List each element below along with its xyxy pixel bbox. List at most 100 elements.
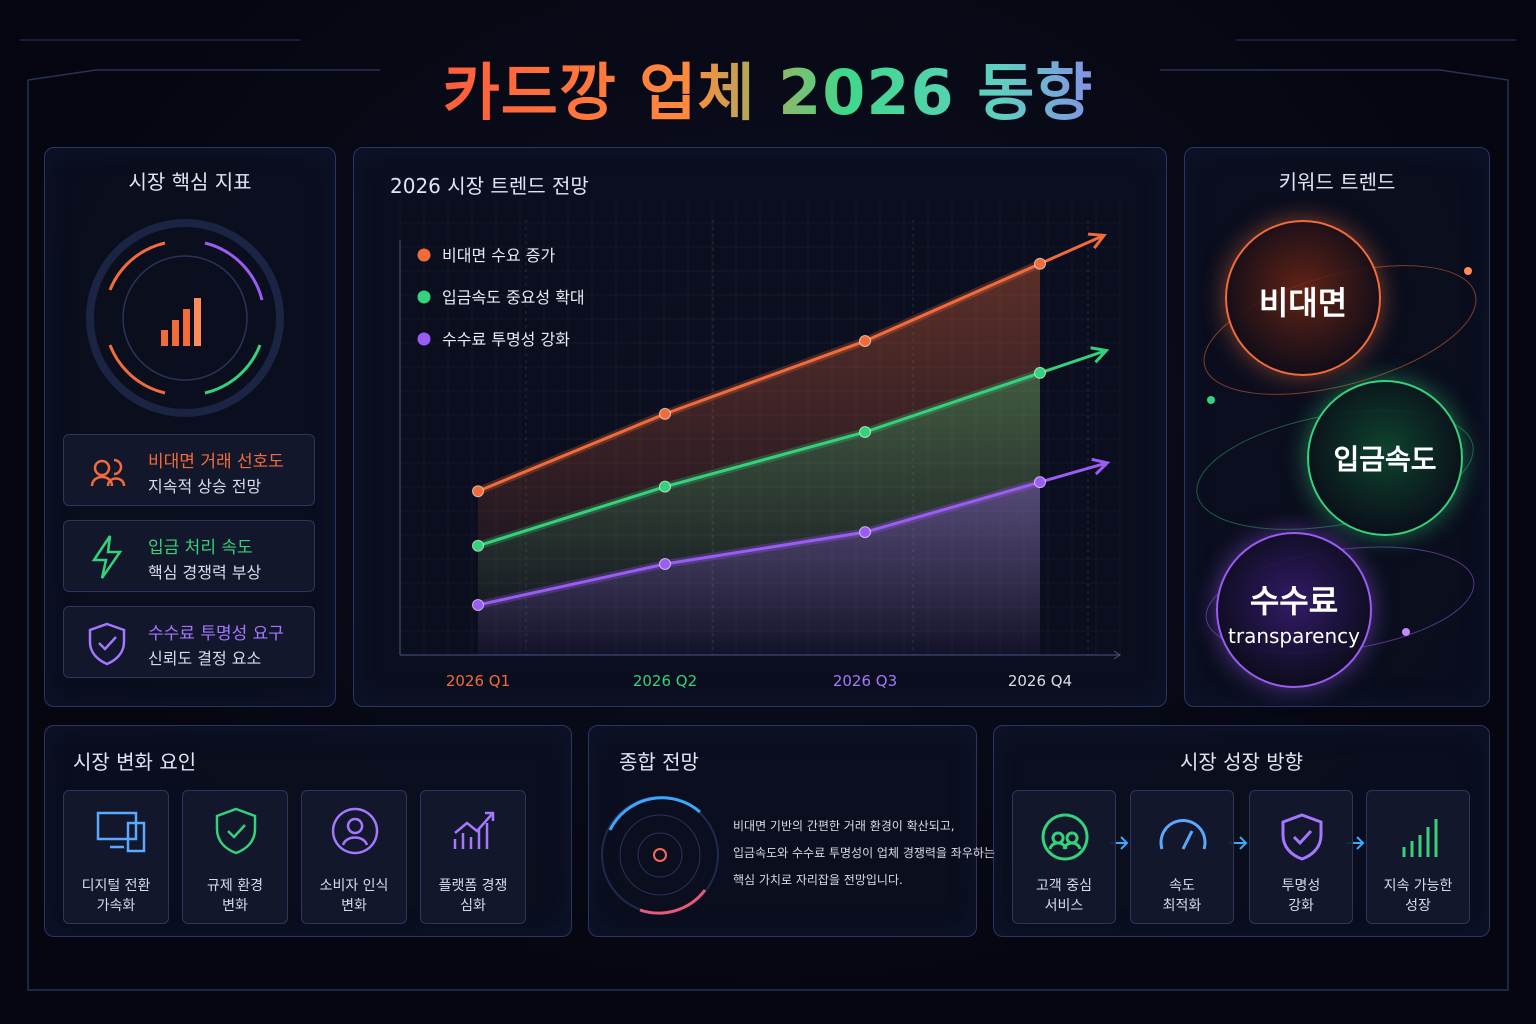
series-area <box>478 482 1040 655</box>
growth-icon <box>1281 813 1323 861</box>
factor-icon <box>215 807 257 855</box>
legend-swatch <box>417 248 431 262</box>
x-tick-label: 2026 Q3 <box>833 672 897 690</box>
factor-label: 소비자 인식 <box>319 878 389 894</box>
point <box>659 558 671 570</box>
icon <box>96 811 146 853</box>
panel-title: 키워드 트렌드 <box>1278 170 1396 194</box>
outlook-text: 비대면 기반의 간편한 거래 환경이 확산되고, <box>733 819 955 833</box>
growth-label: 고객 중심 <box>1036 878 1092 894</box>
series-line <box>477 371 1041 548</box>
legend-label: 비대면 수요 증가 <box>442 246 555 265</box>
point <box>472 485 484 498</box>
metric-icon <box>91 535 123 579</box>
factor-label: 가속화 <box>96 898 136 914</box>
growth-icon <box>1159 818 1207 850</box>
icon <box>1159 818 1207 850</box>
outlook-panel: 종합 전망 <box>588 725 977 937</box>
series-line <box>477 480 1041 607</box>
growth-label: 최적화 <box>1162 898 1202 914</box>
icon <box>453 811 495 849</box>
legend-swatch <box>417 332 431 346</box>
factor-icon <box>96 811 146 853</box>
keyword-bubble: 입금속도 <box>1307 380 1463 536</box>
metric-card: 수수료 투명성 요구 신뢰도 결정 요소 <box>63 606 315 678</box>
icon <box>331 807 379 855</box>
keyword-label: 입금속도 <box>1333 443 1437 476</box>
icon <box>88 622 126 666</box>
point <box>1034 366 1046 379</box>
keyword-label: 수수료 <box>1249 582 1339 620</box>
factor-icon <box>331 807 379 855</box>
growth-label: 투명성 <box>1281 878 1321 894</box>
factor-label: 변화 <box>341 898 367 914</box>
legend-label: 수수료 투명성 강화 <box>442 330 570 349</box>
factor-label: 규제 환경 <box>207 878 263 894</box>
icon <box>90 458 126 487</box>
icon <box>1402 819 1438 857</box>
outlook-text: 핵심 가치로 자리잡을 전망입니다. <box>733 873 903 887</box>
growth-icon <box>1041 813 1089 861</box>
arrow-decor <box>1039 346 1110 375</box>
x-tick-label: 2026 Q2 <box>633 672 697 690</box>
arrow-decor <box>1039 457 1111 484</box>
point <box>472 598 484 611</box>
factor-label: 디지털 전환 <box>81 878 151 894</box>
keyword-label: 비대면 <box>1258 284 1348 322</box>
factor-label: 심화 <box>460 898 486 914</box>
metric-icon <box>88 622 126 666</box>
icon <box>1281 813 1323 861</box>
metric-title: 입금 처리 속도 <box>148 538 253 558</box>
panel-title: 시장 성장 방향 <box>1179 750 1304 774</box>
gauge <box>86 219 284 417</box>
point <box>1034 257 1046 270</box>
panel-title: 종합 전망 <box>619 750 699 774</box>
keyword-bubble: 비대면 <box>1225 220 1381 376</box>
point <box>1034 476 1046 489</box>
point <box>659 480 671 493</box>
growth-label: 속도 <box>1169 878 1195 894</box>
x-axis-arrow <box>1113 650 1121 660</box>
icon <box>91 535 123 579</box>
panel-title: 시장 핵심 지표 <box>128 170 252 194</box>
metric-icon <box>90 458 126 487</box>
icon <box>215 807 257 855</box>
point <box>859 335 871 348</box>
panel-title: 시장 변화 요인 <box>73 750 197 774</box>
metric-title: 비대면 거래 선호도 <box>148 452 284 472</box>
radar <box>601 796 719 915</box>
point <box>659 407 671 420</box>
icon <box>1041 813 1089 861</box>
point <box>859 426 871 439</box>
growth-label: 성장 <box>1405 898 1431 914</box>
growth-label: 강화 <box>1288 898 1314 914</box>
metric-subtitle: 지속적 상승 전망 <box>148 477 262 496</box>
arrow-decor <box>1039 232 1107 266</box>
metric-title: 수수료 투명성 요구 <box>148 624 284 644</box>
chart-title: 2026 시장 트렌드 전망 <box>390 174 589 198</box>
growth-icon <box>1402 819 1438 857</box>
frame <box>20 39 1516 991</box>
series-line <box>477 262 1041 493</box>
metric-subtitle: 핵심 경쟁력 부상 <box>148 563 262 582</box>
factor-label: 변화 <box>222 898 248 914</box>
growth-label: 서비스 <box>1044 898 1084 914</box>
x-tick-label: 2026 Q1 <box>446 672 510 690</box>
factor-label: 플랫폼 경쟁 <box>438 878 508 894</box>
keyword-sub: transparency <box>1228 624 1360 648</box>
page-title: 카드깡 업체 2026 동향 <box>0 42 1536 132</box>
point <box>472 539 484 552</box>
outlook-text: 입금속도와 수수료 투명성이 업체 경쟁력을 좌우하는 <box>733 846 995 860</box>
growth-label: 지속 가능한 <box>1383 878 1453 894</box>
